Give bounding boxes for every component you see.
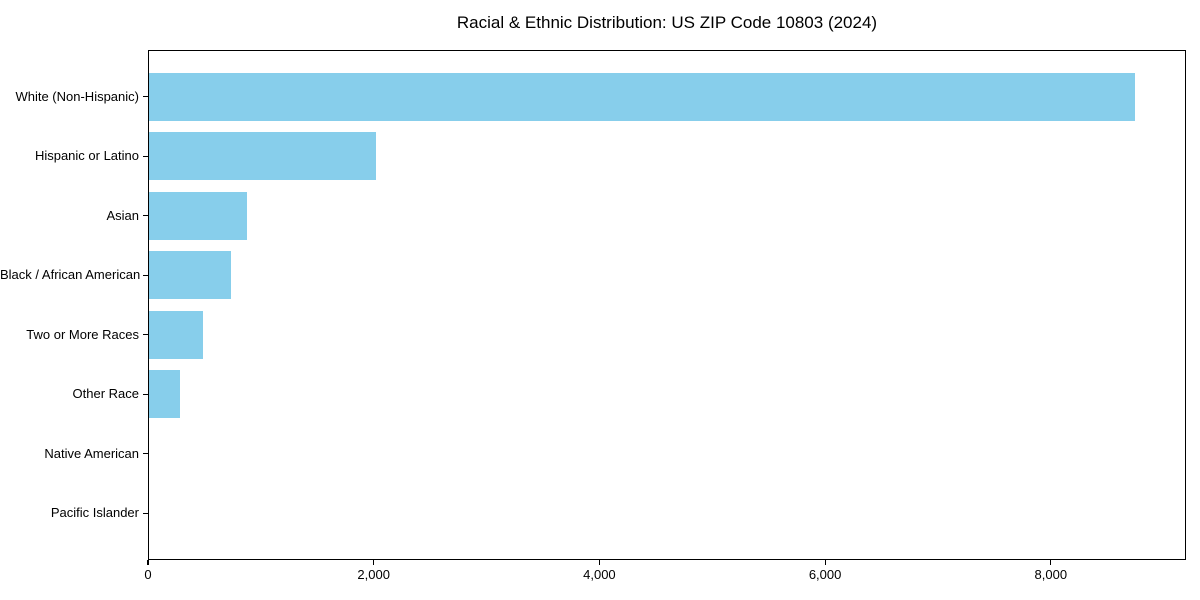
y-tick-mark <box>143 215 148 217</box>
y-tick-label-asian: Asian <box>106 207 139 223</box>
x-tick-label-0: 0 <box>144 567 152 582</box>
bar-other-race <box>149 370 181 419</box>
y-tick-label-pacific-islander: Pacific Islander <box>50 505 139 521</box>
y-tick-mark <box>143 453 148 455</box>
y-tick-mark <box>143 512 148 514</box>
bar-hispanic-or-latino <box>149 132 376 181</box>
x-tick-mark <box>824 560 826 565</box>
bar-black-african-american <box>149 251 232 300</box>
x-tick-label-4-000: 4,000 <box>583 567 616 582</box>
y-tick-label-white-non-hispanic: White (Non-Hispanic) <box>15 88 139 104</box>
x-tick-mark <box>598 560 600 565</box>
y-tick-mark <box>143 334 148 336</box>
bar-asian <box>149 191 248 240</box>
y-tick-label-native-american: Native American <box>44 445 139 461</box>
bar-two-or-more-races <box>149 310 204 359</box>
y-tick-mark <box>143 96 148 98</box>
y-tick-label-other-race: Other Race <box>72 386 139 402</box>
chart-title: Racial & Ethnic Distribution: US ZIP Cod… <box>456 13 878 32</box>
x-tick-label-2-000: 2,000 <box>357 567 390 582</box>
x-tick-label-8-000: 8,000 <box>1034 567 1068 582</box>
y-tick-mark <box>143 274 148 276</box>
x-tick-mark <box>1050 560 1052 565</box>
y-tick-mark <box>143 393 148 395</box>
y-tick-label-hispanic-or-latino: Hispanic or Latino <box>34 148 139 164</box>
plot-area <box>148 50 1186 560</box>
bar-white-non-hispanic <box>149 72 1136 121</box>
y-tick-label-two-or-more-races: Two or More Races <box>26 326 139 342</box>
x-tick-label-6-000: 6,000 <box>808 567 842 582</box>
x-tick-mark <box>373 560 375 565</box>
y-tick-label-black-african-american: Black / African American <box>0 267 141 283</box>
y-tick-mark <box>143 155 148 157</box>
x-tick-mark <box>147 560 149 565</box>
